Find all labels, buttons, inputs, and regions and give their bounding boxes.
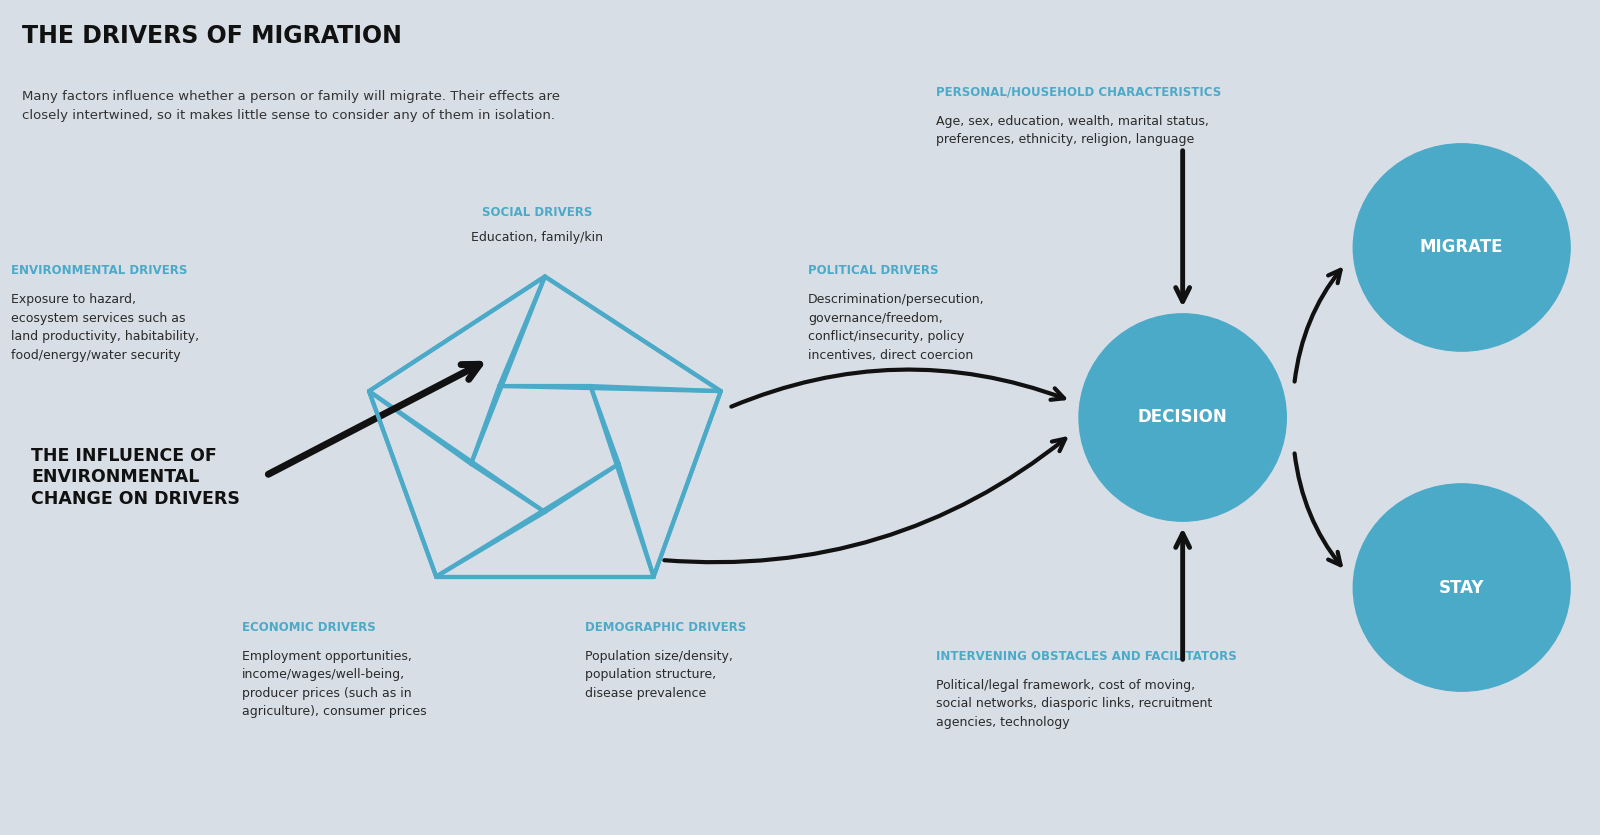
Text: THE DRIVERS OF MIGRATION: THE DRIVERS OF MIGRATION	[22, 23, 402, 48]
Ellipse shape	[1078, 314, 1286, 521]
Ellipse shape	[1354, 483, 1570, 691]
Text: Age, sex, education, wealth, marital status,
preferences, ethnicity, religion, l: Age, sex, education, wealth, marital sta…	[936, 114, 1208, 146]
Ellipse shape	[1354, 144, 1570, 352]
Text: Political/legal framework, cost of moving,
social networks, diasporic links, rec: Political/legal framework, cost of movin…	[936, 679, 1211, 729]
Text: DEMOGRAPHIC DRIVERS: DEMOGRAPHIC DRIVERS	[584, 620, 746, 634]
Text: Population size/density,
population structure,
disease prevalence: Population size/density, population stru…	[584, 650, 733, 700]
Text: Employment opportunities,
income/wages/well-being,
producer prices (such as in
a: Employment opportunities, income/wages/w…	[242, 650, 427, 718]
Text: Exposure to hazard,
ecosystem services such as
land productivity, habitability,
: Exposure to hazard, ecosystem services s…	[11, 293, 198, 362]
Text: DECISION: DECISION	[1138, 408, 1227, 427]
Text: STAY: STAY	[1438, 579, 1485, 596]
Text: POLITICAL DRIVERS: POLITICAL DRIVERS	[808, 264, 939, 277]
Text: THE INFLUENCE OF
ENVIRONMENTAL
CHANGE ON DRIVERS: THE INFLUENCE OF ENVIRONMENTAL CHANGE ON…	[32, 447, 240, 508]
Text: PERSONAL/HOUSEHOLD CHARACTERISTICS: PERSONAL/HOUSEHOLD CHARACTERISTICS	[936, 86, 1221, 99]
Text: ECONOMIC DRIVERS: ECONOMIC DRIVERS	[242, 620, 376, 634]
Text: Many factors influence whether a person or family will migrate. Their effects ar: Many factors influence whether a person …	[22, 90, 560, 122]
Text: Descrimination/persecution,
governance/freedom,
conflict/insecurity, policy
ince: Descrimination/persecution, governance/f…	[808, 293, 984, 362]
Text: ENVIRONMENTAL DRIVERS: ENVIRONMENTAL DRIVERS	[11, 264, 187, 277]
Text: INTERVENING OBSTACLES AND FACILITATORS: INTERVENING OBSTACLES AND FACILITATORS	[936, 650, 1237, 663]
Text: MIGRATE: MIGRATE	[1419, 239, 1504, 256]
Text: SOCIAL DRIVERS: SOCIAL DRIVERS	[482, 206, 592, 219]
Text: Education, family/kin: Education, family/kin	[470, 230, 603, 244]
